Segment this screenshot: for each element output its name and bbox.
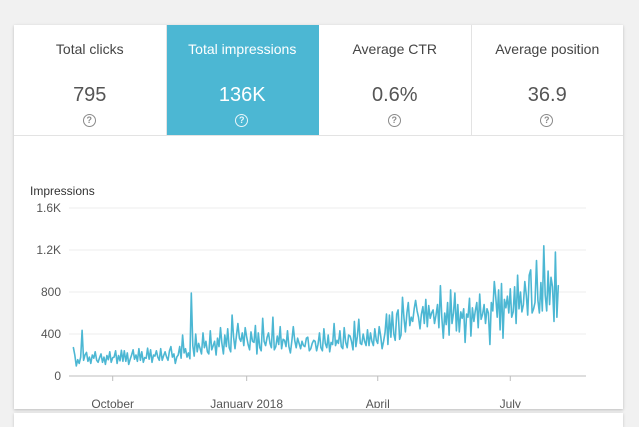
- impressions-series-line: [72, 245, 560, 367]
- metric-total-impressions[interactable]: Total impressions 136K ?: [166, 25, 319, 135]
- metric-label: Total clicks: [55, 41, 124, 57]
- metric-value: 136K: [218, 84, 266, 106]
- question-circle-icon[interactable]: ?: [235, 114, 249, 127]
- metric-average-position[interactable]: Average position 36.9 ?: [472, 25, 624, 135]
- y-axis-title: Impressions: [30, 184, 95, 198]
- question-circle-icon[interactable]: ?: [540, 114, 554, 127]
- metric-label: Average position: [495, 41, 600, 57]
- impressions-chart-svg: Impressions 0 400 800 1.2K 1.6K October January…: [30, 184, 586, 411]
- x-tick-label: July: [500, 397, 521, 408]
- performance-card: Total clicks 795 ? Total impressions 136…: [14, 25, 623, 411]
- series-layer: [72, 245, 560, 367]
- metric-value: 795: [73, 84, 107, 106]
- y-tick-label: 800: [41, 285, 61, 299]
- y-tick-label: 0: [54, 369, 61, 383]
- x-tick-label: October: [91, 397, 134, 408]
- y-tick-label: 1.6K: [36, 201, 61, 215]
- question-circle-icon[interactable]: ?: [387, 114, 401, 127]
- x-tick-label: April: [366, 397, 390, 408]
- next-card-edge: [14, 413, 623, 427]
- y-tick-label: 400: [41, 327, 61, 341]
- impressions-chart: Impressions 0 400 800 1.2K 1.6K October January…: [14, 136, 623, 411]
- metric-average-ctr[interactable]: Average CTR 0.6% ?: [319, 25, 472, 135]
- metric-value: 0.6%: [371, 84, 418, 106]
- y-tick-label: 1.2K: [36, 243, 61, 257]
- metric-label: Average CTR: [352, 41, 438, 57]
- tick-layer: Impressions 0 400 800 1.2K 1.6K October January…: [30, 184, 521, 411]
- grid-layer: [69, 207, 586, 381]
- x-tick-label: January 2018: [210, 397, 283, 408]
- metric-label: Total impressions: [188, 41, 297, 57]
- metric-total-clicks[interactable]: Total clicks 795 ?: [14, 25, 167, 135]
- question-circle-icon[interactable]: ?: [82, 114, 96, 127]
- metric-value: 36.9: [527, 84, 567, 106]
- metric-tabs: Total clicks 795 ? Total impressions 136…: [14, 25, 623, 136]
